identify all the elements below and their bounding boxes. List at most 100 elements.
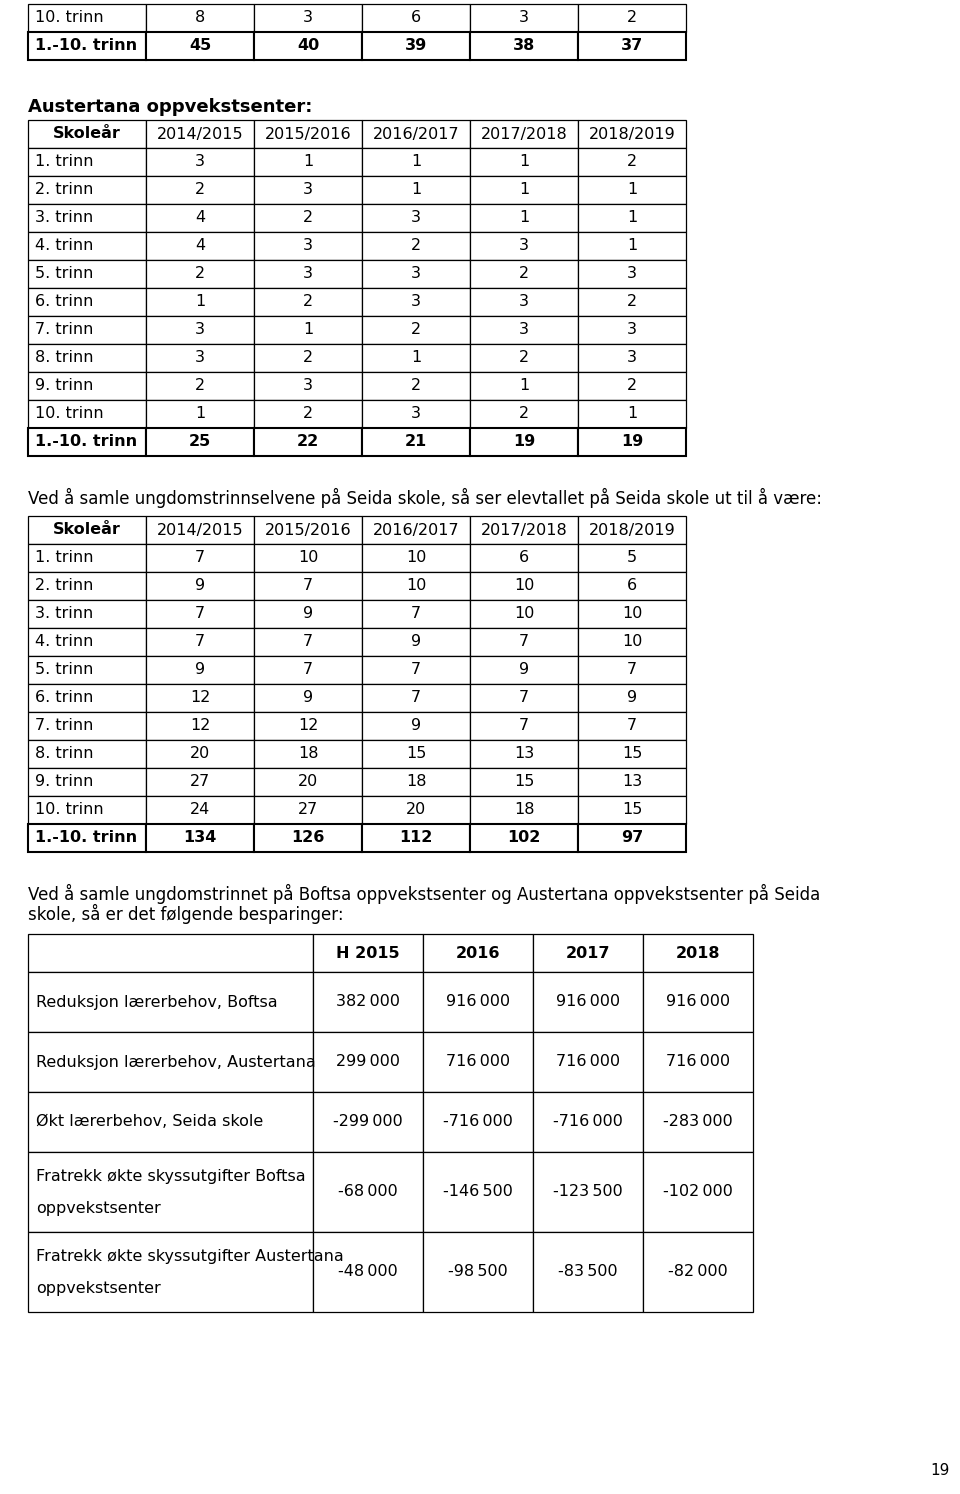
- Bar: [470, 120, 578, 148]
- Text: 3. trinn: 3. trinn: [35, 211, 93, 226]
- Bar: [470, 4, 578, 31]
- Bar: [578, 232, 686, 260]
- Text: 1: 1: [411, 182, 421, 197]
- Bar: [362, 825, 470, 852]
- Text: 2015/2016: 2015/2016: [265, 523, 351, 538]
- Bar: [146, 768, 254, 796]
- Bar: [578, 4, 686, 31]
- Text: -102 000: -102 000: [663, 1185, 732, 1200]
- Text: 7: 7: [195, 607, 205, 622]
- Bar: [578, 317, 686, 344]
- Text: 10: 10: [622, 635, 642, 650]
- Bar: [28, 684, 146, 713]
- Bar: [578, 684, 686, 713]
- Bar: [254, 260, 362, 288]
- Bar: [146, 176, 254, 205]
- Bar: [254, 4, 362, 31]
- Text: -716 000: -716 000: [444, 1115, 513, 1129]
- Text: 3: 3: [195, 323, 205, 338]
- Text: 2: 2: [195, 378, 205, 393]
- Text: 2016/2017: 2016/2017: [372, 523, 459, 538]
- Text: 2: 2: [195, 266, 205, 281]
- Text: 7: 7: [303, 635, 313, 650]
- Bar: [254, 656, 362, 684]
- Bar: [533, 1152, 643, 1233]
- Bar: [362, 260, 470, 288]
- Text: 9: 9: [411, 635, 421, 650]
- Text: 2: 2: [303, 351, 313, 366]
- Bar: [28, 372, 146, 400]
- Text: Ved å samle ungdomstrinnselvene på Seida skole, så ser elevtallet på Seida skole: Ved å samle ungdomstrinnselvene på Seida…: [28, 489, 822, 508]
- Bar: [423, 973, 533, 1032]
- Text: 15: 15: [622, 747, 642, 762]
- Text: 2: 2: [303, 211, 313, 226]
- Bar: [28, 515, 146, 544]
- Bar: [254, 601, 362, 627]
- Bar: [470, 544, 578, 572]
- Text: 10. trinn: 10. trinn: [35, 802, 104, 817]
- Bar: [28, 544, 146, 572]
- Bar: [362, 768, 470, 796]
- Text: 2016/2017: 2016/2017: [372, 127, 459, 142]
- Text: 12: 12: [190, 719, 210, 734]
- Bar: [362, 288, 470, 317]
- Bar: [470, 825, 578, 852]
- Text: 1. trinn: 1. trinn: [35, 550, 93, 566]
- Bar: [254, 768, 362, 796]
- Bar: [146, 684, 254, 713]
- Bar: [470, 400, 578, 427]
- Text: oppvekstsenter: oppvekstsenter: [36, 1201, 160, 1216]
- Text: 13: 13: [622, 774, 642, 789]
- Text: 1: 1: [627, 406, 637, 421]
- Text: 2: 2: [519, 266, 529, 281]
- Text: 9: 9: [195, 662, 205, 677]
- Bar: [28, 1092, 313, 1152]
- Bar: [470, 656, 578, 684]
- Text: 2018/2019: 2018/2019: [588, 523, 676, 538]
- Bar: [254, 515, 362, 544]
- Text: 3: 3: [303, 378, 313, 393]
- Bar: [28, 572, 146, 601]
- Text: 1: 1: [518, 182, 529, 197]
- Bar: [146, 427, 254, 456]
- Text: 39: 39: [405, 39, 427, 54]
- Text: 7: 7: [195, 635, 205, 650]
- Bar: [578, 544, 686, 572]
- Text: 1: 1: [195, 294, 205, 309]
- Bar: [578, 572, 686, 601]
- Bar: [254, 120, 362, 148]
- Bar: [146, 572, 254, 601]
- Text: 9: 9: [195, 578, 205, 593]
- Text: 7: 7: [411, 690, 421, 705]
- Text: 2: 2: [627, 378, 637, 393]
- Text: 1: 1: [411, 154, 421, 169]
- Bar: [578, 768, 686, 796]
- Text: 4. trinn: 4. trinn: [35, 635, 93, 650]
- Text: 5. trinn: 5. trinn: [35, 662, 93, 677]
- Bar: [254, 796, 362, 825]
- Bar: [28, 934, 313, 973]
- Bar: [146, 232, 254, 260]
- Text: 1: 1: [518, 154, 529, 169]
- Bar: [146, 627, 254, 656]
- Text: H 2015: H 2015: [336, 946, 399, 961]
- Bar: [254, 400, 362, 427]
- Bar: [254, 288, 362, 317]
- Bar: [362, 232, 470, 260]
- Text: 3: 3: [411, 294, 421, 309]
- Bar: [470, 627, 578, 656]
- Text: -283 000: -283 000: [663, 1115, 732, 1129]
- Text: 7: 7: [411, 662, 421, 677]
- Text: 18: 18: [514, 802, 535, 817]
- Bar: [423, 1092, 533, 1152]
- Bar: [254, 713, 362, 740]
- Bar: [470, 515, 578, 544]
- Text: 3: 3: [411, 406, 421, 421]
- Bar: [28, 973, 313, 1032]
- Text: 9. trinn: 9. trinn: [35, 774, 93, 789]
- Bar: [470, 260, 578, 288]
- Text: 10: 10: [514, 578, 534, 593]
- Bar: [28, 148, 146, 176]
- Text: 40: 40: [297, 39, 319, 54]
- Text: 2: 2: [303, 406, 313, 421]
